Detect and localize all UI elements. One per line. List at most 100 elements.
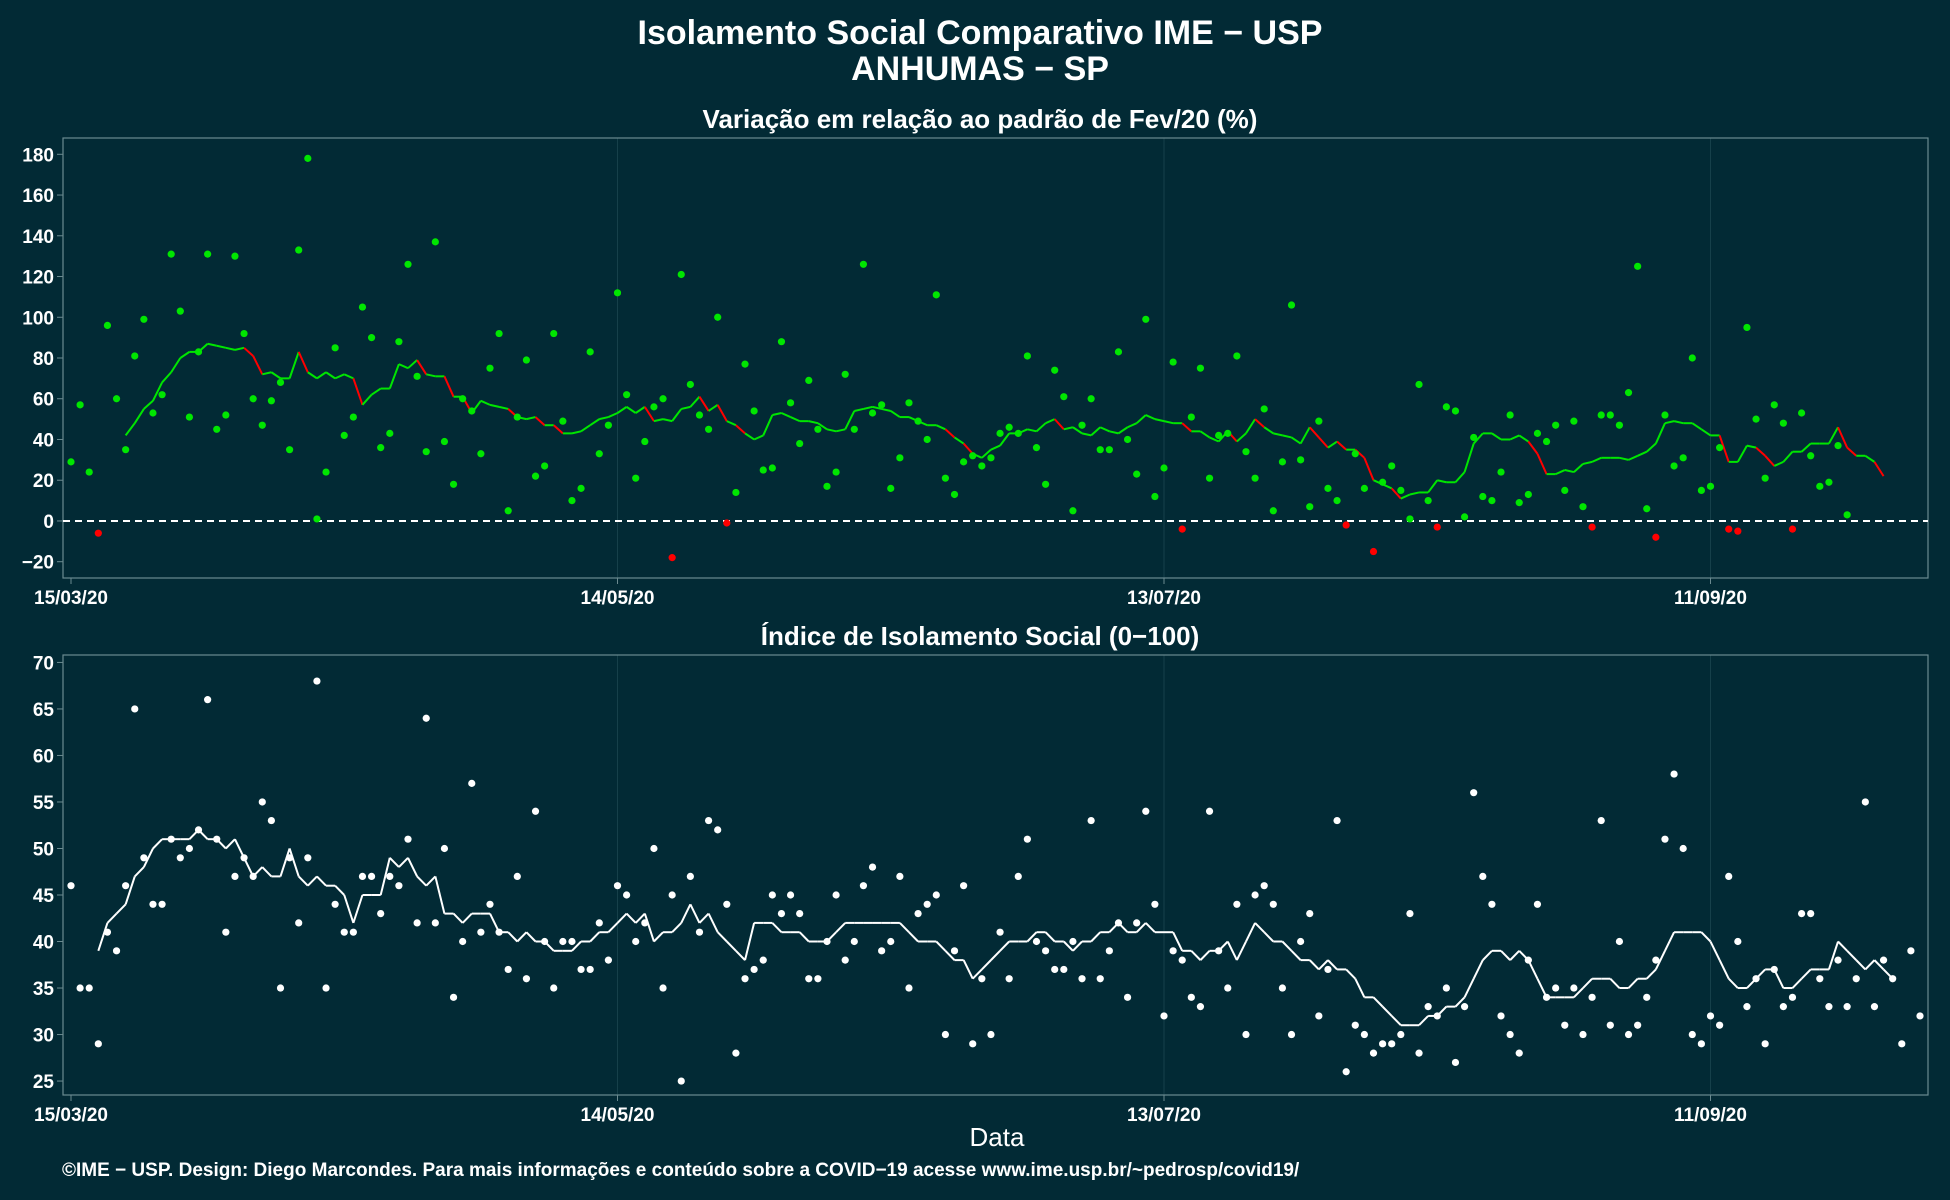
data-point [887, 937, 895, 946]
x-tick-label: 14/05/20 [581, 1105, 655, 1126]
moving-average-segment [1463, 443, 1475, 473]
data-point [960, 882, 968, 890]
data-point [568, 496, 576, 505]
data-point [477, 928, 485, 936]
moving-average-segment [1245, 922, 1256, 942]
data-point [723, 900, 731, 908]
moving-average-segment [1172, 931, 1184, 952]
data-point [331, 900, 339, 908]
moving-average-segment [653, 418, 664, 423]
y-tick-label: 70 [33, 653, 54, 674]
data-point [249, 872, 257, 880]
moving-average-segment [1491, 432, 1502, 441]
data-point [932, 891, 940, 899]
x-tick-label: 13/07/20 [1127, 588, 1201, 609]
data-point [495, 928, 503, 936]
data-point [158, 391, 166, 399]
moving-average-segment [1409, 491, 1420, 496]
data-point [1105, 446, 1113, 454]
data-point [1233, 352, 1241, 360]
data-point [1023, 352, 1031, 360]
moving-average-segment [1090, 426, 1101, 437]
data-point [1114, 919, 1123, 927]
data-point [750, 965, 758, 974]
data-point [1078, 975, 1086, 983]
data-point [85, 984, 93, 992]
data-point [1843, 1003, 1851, 1011]
moving-average-segment [170, 357, 182, 373]
panel2-title: Índice de Isolamento Social (0−100) [761, 621, 1200, 651]
moving-average-segment [1591, 456, 1602, 463]
moving-average-segment [115, 903, 127, 915]
data-point [1287, 301, 1296, 309]
data-point [1634, 262, 1642, 270]
data-point [1524, 956, 1532, 964]
moving-average-segment [962, 959, 974, 980]
data-point [896, 454, 904, 462]
data-point [1506, 411, 1514, 419]
data-point [322, 468, 330, 476]
data-point [1360, 484, 1368, 492]
data-point [222, 928, 230, 936]
data-point [732, 1049, 740, 1057]
data-point [1406, 515, 1414, 523]
data-point [1306, 910, 1314, 918]
moving-average-segment [334, 884, 345, 896]
moving-average-segment [589, 418, 600, 427]
data-point [814, 425, 822, 433]
moving-average-segment [1582, 460, 1593, 465]
data-point [1679, 454, 1687, 462]
data-point [140, 315, 148, 323]
moving-average-segment [398, 363, 409, 370]
data-point [632, 937, 640, 946]
moving-average-segment [1855, 959, 1867, 971]
moving-average-segment [1646, 968, 1657, 980]
data-point [531, 472, 540, 480]
moving-average-segment [1127, 422, 1138, 429]
moving-average-segment [1527, 440, 1539, 455]
moving-average-segment [134, 866, 145, 878]
moving-average-segment [1354, 978, 1366, 998]
moving-average-segment [1664, 420, 1675, 425]
moving-average-segment [1135, 922, 1147, 933]
moving-average-segment [243, 347, 254, 357]
moving-average-segment [1482, 950, 1493, 961]
data-point [759, 956, 767, 964]
data-point [595, 450, 603, 458]
data-point [941, 474, 950, 482]
moving-average-segment [854, 407, 864, 412]
data-point [1397, 486, 1405, 495]
moving-average-segment [1837, 940, 1848, 952]
data-point [1205, 807, 1214, 815]
data-point [641, 437, 649, 446]
moving-average-segment [1190, 950, 1202, 961]
moving-average-segment [1573, 987, 1584, 999]
moving-average-segment [416, 875, 427, 887]
data-point [1488, 496, 1496, 505]
moving-average-segment [1418, 1015, 1429, 1026]
moving-average-segment [1637, 450, 1648, 457]
moving-average-segment [1691, 422, 1702, 431]
y-tick-label: 30 [33, 1026, 54, 1047]
moving-average-segment [1827, 941, 1839, 970]
moving-average-segment [152, 381, 163, 402]
moving-average-segment [689, 903, 701, 924]
moving-average-segment [716, 931, 728, 943]
moving-average-segment [735, 424, 746, 435]
data-point [1424, 496, 1432, 505]
data-point [941, 1030, 950, 1039]
data-point [623, 391, 631, 399]
moving-average-segment [1564, 469, 1575, 474]
data-point [1369, 547, 1378, 556]
moving-average-segment [534, 416, 546, 426]
y-tick-label: 40 [33, 933, 54, 954]
data-point [131, 705, 139, 713]
moving-average-segment [261, 866, 273, 878]
moving-average-segment [844, 410, 856, 430]
data-point [923, 900, 931, 908]
data-point [1870, 1003, 1879, 1011]
data-point [1643, 993, 1651, 1001]
moving-average-segment [443, 375, 455, 398]
moving-average-segment [635, 406, 646, 414]
data-point [1697, 486, 1705, 495]
